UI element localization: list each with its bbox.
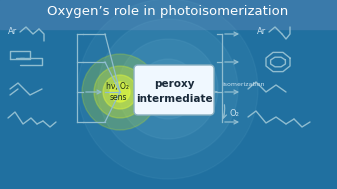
FancyBboxPatch shape xyxy=(134,65,214,115)
Circle shape xyxy=(98,19,238,159)
Circle shape xyxy=(82,54,158,130)
Text: isomerization: isomerization xyxy=(222,81,265,87)
Text: O₂: O₂ xyxy=(229,109,239,119)
Text: intermediate: intermediate xyxy=(136,94,212,104)
Text: Oxygen’s role in photoisomerization: Oxygen’s role in photoisomerization xyxy=(48,5,288,18)
Text: Ar: Ar xyxy=(257,28,266,36)
Circle shape xyxy=(94,66,146,118)
Circle shape xyxy=(138,59,198,119)
Text: peroxy: peroxy xyxy=(154,79,194,89)
Text: sens: sens xyxy=(109,92,127,101)
Circle shape xyxy=(110,82,130,102)
Bar xyxy=(0,0,337,29)
Circle shape xyxy=(78,0,258,179)
Circle shape xyxy=(118,39,218,139)
Text: Ar: Ar xyxy=(8,28,17,36)
Text: hν, O₂: hν, O₂ xyxy=(106,83,129,91)
Circle shape xyxy=(103,75,137,109)
